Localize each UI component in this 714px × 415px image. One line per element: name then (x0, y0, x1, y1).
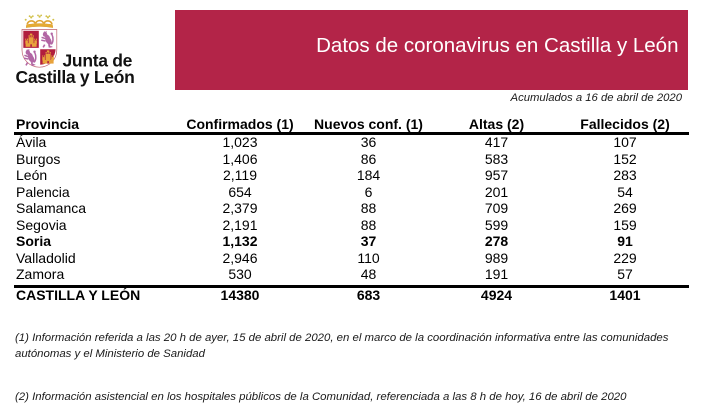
svg-text:Castilla y León: Castilla y León (16, 67, 135, 87)
svg-text:Junta de: Junta de (63, 51, 133, 71)
